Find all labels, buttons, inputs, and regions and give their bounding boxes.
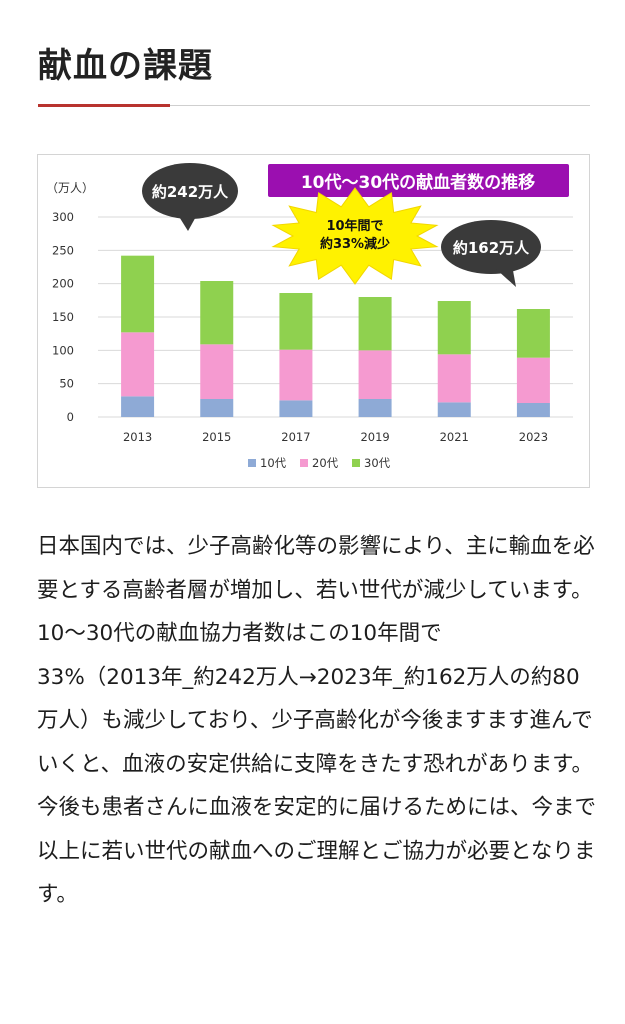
y-tick-label: 300 (52, 210, 74, 224)
x-tick-label: 2021 (440, 430, 469, 444)
page-title: 献血の課題 (38, 46, 213, 86)
callout-2013-text: 約242万人 (152, 183, 229, 201)
burst-text-line2: 約33%減少 (320, 236, 390, 252)
bar-segment (279, 400, 313, 417)
bar-segment (437, 354, 471, 403)
title-divider (38, 105, 590, 106)
legend-swatch (300, 459, 308, 467)
bar-segment (279, 349, 313, 401)
x-tick-label: 2019 (360, 430, 389, 444)
bar-segment (279, 293, 313, 350)
legend-label: 30代 (364, 456, 391, 470)
y-tick-label: 150 (52, 310, 74, 324)
bar-segment (437, 402, 471, 417)
chart-title: 10代～30代の献血者数の推移 (301, 172, 535, 193)
x-tick-label: 2015 (202, 430, 231, 444)
legend-swatch (352, 459, 360, 467)
legend-label: 20代 (312, 456, 339, 470)
x-tick-label: 2013 (123, 430, 152, 444)
y-tick-label: 50 (59, 377, 74, 391)
legend-swatch (248, 459, 256, 467)
bar-segment (121, 255, 155, 333)
bar-segment (516, 309, 550, 358)
chart-title-banner (268, 164, 569, 197)
bar-segment (437, 301, 471, 355)
callout-2023-text: 約162万人 (453, 239, 530, 257)
paragraph-2: 10～30代の献血協力者数はこの10年間で (37, 621, 442, 646)
y-tick-label: 0 (67, 410, 74, 424)
callout-bubble-2013: 約242万人 (142, 163, 238, 231)
bar-segment (516, 357, 550, 403)
y-tick-label: 250 (52, 243, 74, 257)
chart-figure: 0 50 100 150 200 250 300 2013 2015 2017 2019 2021 20… (37, 154, 590, 488)
paragraph-3: 33%（2013年_約242万人→2023年_約162万人の約80万人）も減少し… (37, 664, 597, 908)
bar-segment (358, 350, 392, 399)
bar-segment (121, 396, 155, 417)
bar-segment (121, 332, 155, 397)
callout-bubble-2023: 約162万人 (441, 220, 541, 287)
x-tick-label: 2017 (281, 430, 310, 444)
decrease-starburst: 10年間で 約33%減少 (271, 187, 439, 285)
chart-labels: 0 50 100 150 200 250 300 2013 2015 2017 2019 2021 20… (52, 210, 548, 444)
bar-segment (358, 399, 392, 417)
bar-segment (358, 297, 392, 351)
paragraph-1: 日本国内では、少子高齢化等の影響により、主に輸血を必要とする高齢者層が増加し、若… (37, 534, 595, 603)
y-tick-label: 100 (52, 343, 74, 357)
y-tick-label: 200 (52, 277, 74, 291)
title-accent-bar (38, 104, 170, 107)
bar-segment (200, 344, 234, 399)
legend-label: 10代 (260, 456, 287, 470)
bar-segment (200, 399, 234, 417)
chart-bars (121, 255, 550, 417)
burst-text-line1: 10年間で (326, 218, 383, 234)
blood-donor-chart: 0 50 100 150 200 250 300 2013 2015 2017 2019 2021 20… (46, 163, 573, 470)
description-text: 日本国内では、少子高齢化等の影響により、主に輸血を必要とする高齢者層が増加し、若… (37, 525, 597, 917)
y-axis-unit: （万人） (46, 181, 94, 195)
bar-segment (200, 281, 234, 345)
x-tick-label: 2023 (519, 430, 548, 444)
bar-segment (516, 403, 550, 417)
chart-legend: 10代 20代 30代 (248, 456, 391, 470)
